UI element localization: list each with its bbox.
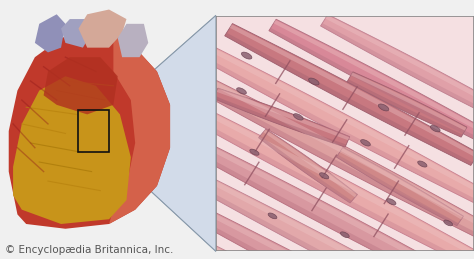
- Ellipse shape: [444, 220, 453, 226]
- Polygon shape: [337, 147, 464, 226]
- Polygon shape: [79, 10, 127, 48]
- Polygon shape: [258, 135, 352, 203]
- Polygon shape: [185, 103, 474, 259]
- Polygon shape: [185, 113, 474, 259]
- Polygon shape: [320, 15, 474, 132]
- Text: cardiac muscle cells: cardiac muscle cells: [283, 229, 410, 242]
- Polygon shape: [109, 33, 170, 224]
- Polygon shape: [325, 15, 474, 125]
- Bar: [79, 110, 109, 153]
- Polygon shape: [213, 88, 350, 147]
- Polygon shape: [185, 81, 474, 237]
- Ellipse shape: [387, 199, 396, 205]
- Ellipse shape: [309, 78, 319, 85]
- Polygon shape: [263, 130, 357, 197]
- Polygon shape: [347, 72, 467, 137]
- Polygon shape: [13, 76, 131, 224]
- Ellipse shape: [430, 125, 440, 132]
- Polygon shape: [347, 79, 463, 137]
- Text: heart: heart: [29, 212, 63, 225]
- Ellipse shape: [361, 140, 370, 146]
- Polygon shape: [191, 104, 474, 259]
- Polygon shape: [118, 24, 148, 57]
- Polygon shape: [185, 69, 474, 237]
- Polygon shape: [269, 28, 474, 148]
- Polygon shape: [191, 170, 474, 259]
- Polygon shape: [9, 28, 170, 229]
- Polygon shape: [213, 96, 346, 147]
- Polygon shape: [320, 23, 474, 132]
- Polygon shape: [225, 33, 473, 166]
- Polygon shape: [185, 169, 474, 259]
- Polygon shape: [61, 19, 91, 48]
- Polygon shape: [185, 202, 474, 259]
- Polygon shape: [185, 179, 474, 259]
- Polygon shape: [225, 24, 474, 166]
- Polygon shape: [273, 20, 474, 141]
- Polygon shape: [191, 236, 474, 259]
- Polygon shape: [185, 212, 474, 259]
- Ellipse shape: [378, 104, 389, 111]
- Polygon shape: [269, 19, 474, 148]
- Polygon shape: [337, 155, 458, 226]
- Polygon shape: [185, 235, 474, 259]
- Polygon shape: [351, 73, 466, 131]
- Polygon shape: [191, 203, 474, 259]
- Polygon shape: [341, 148, 463, 219]
- Polygon shape: [191, 38, 474, 195]
- Polygon shape: [185, 245, 474, 259]
- Polygon shape: [185, 146, 474, 259]
- Polygon shape: [258, 129, 357, 203]
- Polygon shape: [216, 89, 349, 140]
- Polygon shape: [185, 37, 474, 204]
- Ellipse shape: [319, 173, 329, 179]
- Ellipse shape: [418, 161, 427, 167]
- Ellipse shape: [268, 213, 277, 219]
- Ellipse shape: [293, 114, 303, 120]
- Polygon shape: [191, 137, 474, 259]
- Polygon shape: [185, 136, 474, 259]
- Text: © Encyclopædia Britannica, Inc.: © Encyclopædia Britannica, Inc.: [5, 245, 173, 255]
- Polygon shape: [109, 16, 216, 251]
- Ellipse shape: [237, 88, 246, 94]
- Polygon shape: [191, 70, 474, 228]
- Ellipse shape: [241, 52, 252, 59]
- Polygon shape: [35, 14, 65, 52]
- Polygon shape: [230, 25, 474, 157]
- Polygon shape: [44, 57, 118, 114]
- Ellipse shape: [340, 232, 349, 238]
- Ellipse shape: [250, 149, 259, 155]
- Polygon shape: [185, 47, 474, 204]
